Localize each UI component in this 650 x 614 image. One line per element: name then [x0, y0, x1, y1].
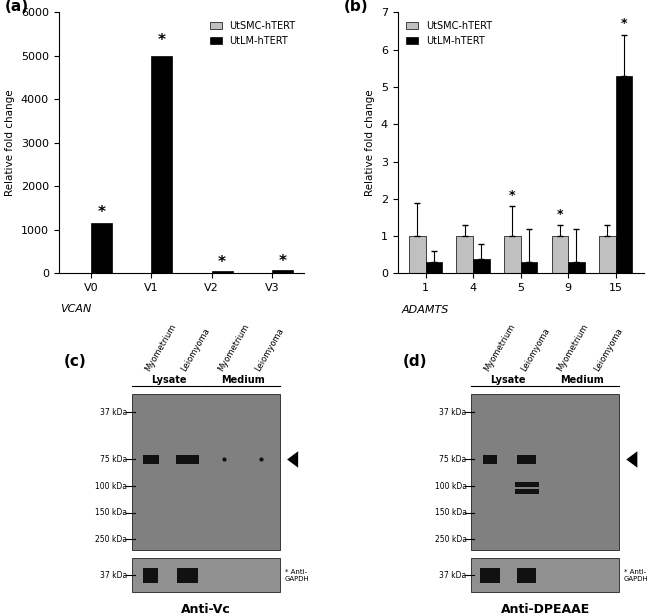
Bar: [272, 270, 293, 273]
Bar: [177, 455, 199, 464]
Bar: [616, 76, 632, 273]
Bar: [515, 482, 539, 487]
Text: Medium: Medium: [221, 375, 265, 384]
Text: *: *: [621, 17, 627, 30]
Text: Myometrium: Myometrium: [216, 322, 251, 373]
Text: 37 kDa: 37 kDa: [439, 570, 467, 580]
Bar: [91, 223, 112, 273]
Text: (b): (b): [344, 0, 369, 14]
Bar: [471, 394, 619, 550]
Text: *: *: [218, 255, 226, 270]
Text: 150 kDa: 150 kDa: [96, 508, 127, 517]
Text: 150 kDa: 150 kDa: [435, 508, 467, 517]
Text: (a): (a): [5, 0, 29, 14]
Bar: [456, 236, 473, 273]
Bar: [517, 567, 536, 583]
Bar: [568, 262, 585, 273]
Text: Medium: Medium: [560, 375, 604, 384]
Polygon shape: [287, 451, 298, 468]
Text: 75 kDa: 75 kDa: [439, 455, 467, 464]
Legend: UtSMC-hTERT, UtLM-hTERT: UtSMC-hTERT, UtLM-hTERT: [206, 17, 300, 50]
Bar: [471, 558, 619, 592]
Text: (d): (d): [402, 354, 427, 370]
Text: *: *: [158, 33, 166, 48]
Text: 100 kDa: 100 kDa: [435, 481, 467, 491]
Bar: [177, 567, 198, 583]
Text: Leiomyoma: Leiomyoma: [593, 326, 625, 373]
Text: * Anti-
GAPDH: * Anti- GAPDH: [285, 569, 309, 581]
Text: 250 kDa: 250 kDa: [96, 535, 127, 544]
Y-axis label: Relative fold change: Relative fold change: [5, 90, 15, 196]
Text: Myometrium: Myometrium: [556, 322, 590, 373]
Text: Leiomyoma: Leiomyoma: [519, 326, 551, 373]
Text: Leiomyoma: Leiomyoma: [254, 326, 285, 373]
Bar: [132, 558, 280, 592]
Text: *: *: [509, 189, 515, 202]
Bar: [409, 236, 426, 273]
Text: *: *: [98, 205, 105, 220]
Bar: [480, 567, 500, 583]
Text: *: *: [279, 254, 287, 269]
Bar: [143, 567, 158, 583]
Bar: [599, 236, 616, 273]
Legend: UtSMC-hTERT, UtLM-hTERT: UtSMC-hTERT, UtLM-hTERT: [402, 17, 496, 50]
Text: Leiomyoma: Leiomyoma: [180, 326, 212, 373]
Bar: [517, 455, 536, 464]
Text: 37 kDa: 37 kDa: [439, 408, 467, 417]
Bar: [483, 455, 497, 464]
Text: 37 kDa: 37 kDa: [100, 570, 127, 580]
Text: Lysate: Lysate: [151, 375, 187, 384]
Bar: [132, 394, 280, 550]
Text: Myometrium: Myometrium: [482, 322, 517, 373]
Text: *: *: [556, 208, 563, 220]
Text: 37 kDa: 37 kDa: [100, 408, 127, 417]
Text: 250 kDa: 250 kDa: [435, 535, 467, 544]
Text: Anti-Vc: Anti-Vc: [181, 602, 231, 614]
Bar: [521, 262, 538, 273]
Text: Anti-DPEAAE: Anti-DPEAAE: [500, 602, 590, 614]
Bar: [551, 236, 568, 273]
Bar: [515, 489, 539, 494]
Text: 100 kDa: 100 kDa: [96, 481, 127, 491]
Bar: [426, 262, 442, 273]
Bar: [142, 455, 159, 464]
Bar: [504, 236, 521, 273]
Text: ADAMTS: ADAMTS: [402, 305, 449, 315]
Text: VCAN: VCAN: [60, 304, 92, 314]
Text: Myometrium: Myometrium: [143, 322, 177, 373]
Bar: [473, 258, 489, 273]
Bar: [151, 56, 172, 273]
Polygon shape: [627, 451, 638, 468]
Text: (c): (c): [64, 354, 86, 370]
Bar: [212, 271, 233, 273]
Text: 75 kDa: 75 kDa: [100, 455, 127, 464]
Text: Lysate: Lysate: [491, 375, 526, 384]
Text: * Anti-
GAPDH: * Anti- GAPDH: [624, 569, 649, 581]
Y-axis label: Relative fold change: Relative fold change: [365, 90, 375, 196]
